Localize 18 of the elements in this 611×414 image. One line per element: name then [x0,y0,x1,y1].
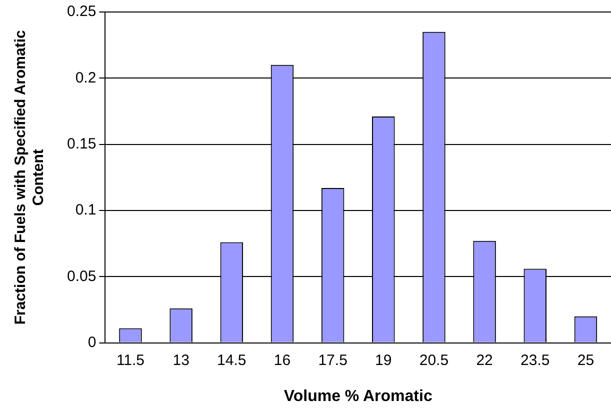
x-tick-label: 25 [577,352,594,369]
x-tick-label: 22 [476,352,493,369]
y-tick-label: 0.1 [75,202,96,219]
x-tick-label: 16 [274,352,291,369]
x-tick-label: 17.5 [318,352,348,369]
y-tick-label: 0 [88,334,96,351]
y-axis-title: Fraction of Fuels with Specified Aromatic Content [12,30,48,325]
y-tick-label: 0.15 [66,135,96,152]
x-tick-label: 19 [375,352,392,369]
x-tick-label: 20.5 [419,352,449,369]
y-tick-label: 0.05 [66,268,96,285]
y-tick-label: 0.25 [66,3,96,20]
x-tick-label: 11.5 [116,352,145,369]
x-tick-label: 14.5 [217,352,246,369]
x-tick-label: 23.5 [520,352,550,369]
x-axis-title: Volume % Aromatic [284,388,432,405]
x-tick-label: 13 [172,352,190,369]
y-tick-label: 0.2 [75,69,96,86]
